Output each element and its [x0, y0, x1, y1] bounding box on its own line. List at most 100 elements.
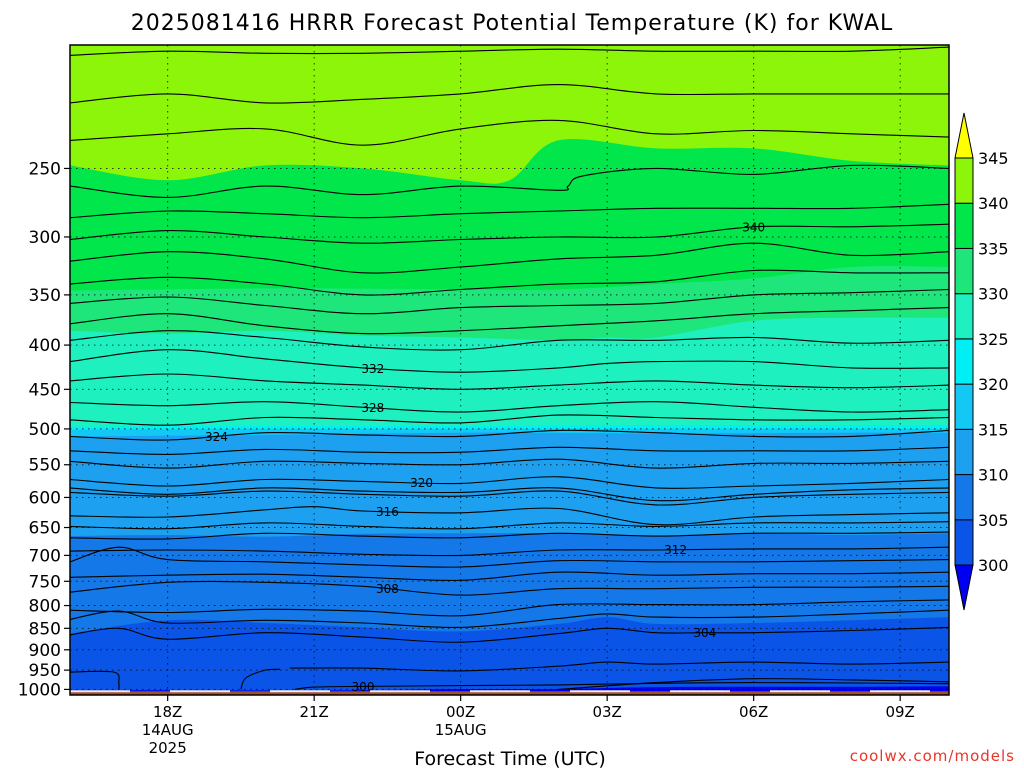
- contour-330-23: [70, 373, 949, 390]
- colorbar-seg-310: [954, 428, 974, 476]
- contour-label-304: 304: [693, 626, 716, 640]
- contour-307-7: [70, 599, 949, 617]
- ytick-label-700: 700: [29, 546, 61, 566]
- colorbar-seg-335: [954, 202, 974, 249]
- y-axis-ticks: 250 300 350 400 450 500 550 600 650 700 750 8008509…: [18, 159, 70, 700]
- ground-strip: [70, 690, 949, 695]
- contour-302-3: [558, 678, 949, 690]
- colorbar-seg-315: [954, 383, 974, 430]
- contour-306-6: [70, 609, 949, 629]
- xtick-label-17-0: 09Z: [885, 703, 914, 721]
- ytick-label-750: 750: [29, 572, 61, 592]
- xtick-label-2-0: 18Z: [153, 703, 182, 721]
- contour-346-33: [70, 119, 949, 146]
- xtick-label-2-1: 14AUG: [142, 721, 194, 739]
- xtick-label-2-2: 2025: [149, 739, 187, 757]
- xtick-label-8-1: 15AUG: [435, 721, 487, 739]
- colorbar-label-300: 300: [978, 556, 1009, 575]
- colorbar-seg-320: [954, 338, 974, 385]
- colorbar-label-310: 310: [978, 466, 1009, 485]
- credit-text: coolwx.com/models: [850, 747, 1015, 765]
- ytick-label-600: 600: [29, 488, 61, 508]
- contour-label-308: 308: [376, 582, 399, 596]
- contour-344-32: [70, 164, 949, 198]
- contour-302-2: [240, 668, 281, 690]
- contour-342-31: [70, 203, 949, 219]
- xtick-label-5-0: 21Z: [299, 703, 328, 721]
- contour-348-34: [70, 84, 949, 104]
- colorbar-seg-340: [954, 157, 974, 204]
- contour-333-25: [70, 330, 949, 351]
- contour-314-13: [70, 521, 949, 530]
- contour-label-300: 300: [352, 680, 375, 694]
- contour-label-328: 328: [361, 401, 384, 415]
- contour-label-332: 332: [361, 362, 384, 376]
- contour-324-20: [70, 429, 949, 441]
- contour-320-17: [70, 476, 949, 489]
- ytick-label-250: 250: [29, 159, 61, 179]
- contour-326-21: [70, 414, 949, 426]
- colorbar-label-345: 345: [978, 149, 1009, 168]
- contour-350-35: [70, 46, 949, 56]
- plot-frame: [69, 44, 950, 696]
- ytick-label-450: 450: [29, 380, 61, 400]
- contour-319-16: [70, 487, 949, 502]
- colorbar-label-335: 335: [978, 239, 1009, 258]
- ytick-label-1000: 1000: [18, 680, 61, 700]
- contour-318-15: [70, 490, 949, 506]
- x-axis-label: Forecast Time (UTC): [414, 748, 605, 768]
- contour-302-1: [70, 670, 120, 690]
- gridlines: [70, 45, 949, 695]
- colorbar-label-320: 320: [978, 375, 1009, 394]
- ytick-label-650: 650: [29, 519, 61, 539]
- contour-310-9: [70, 571, 949, 581]
- colorbar: 300 305 310 315 320 325 330 335 340 345: [954, 112, 1009, 611]
- contour-334-26: [70, 307, 949, 335]
- colorbar-label-315: 315: [978, 420, 1009, 439]
- contour-308-8: [70, 580, 949, 596]
- contour-332-24: [70, 349, 949, 373]
- contour-322-18: [70, 458, 949, 469]
- contour-label-340: 340: [742, 220, 765, 234]
- contour-328-22: [70, 401, 949, 413]
- contour-338-29: [70, 242, 949, 274]
- contour-312-11: [70, 546, 949, 557]
- contour-303-4: [289, 661, 949, 672]
- contour-label-320: 320: [410, 476, 433, 490]
- contour-label-324: 324: [205, 430, 228, 444]
- xtick-label-14-0: 06Z: [739, 703, 768, 721]
- contour-311-10: [70, 546, 949, 568]
- contour-335-27: [70, 288, 949, 315]
- contour-label-316: 316: [376, 505, 399, 519]
- xtick-label-8-0: 00Z: [446, 703, 475, 721]
- ground-surface: [70, 691, 949, 695]
- temperature-fill-bands: [70, 45, 949, 695]
- contour-340-30: [70, 223, 949, 244]
- isotherm-contours: 300 304 308 312 316 320 324 328 332 340: [70, 46, 949, 694]
- ytick-label-550: 550: [29, 456, 61, 476]
- colorbar-seg-330: [954, 247, 974, 295]
- colorbar-seg-300: [954, 519, 974, 566]
- colorbar-label-325: 325: [978, 330, 1009, 349]
- fill-band-340: [70, 45, 949, 184]
- contour-313-12: [70, 531, 949, 540]
- ytick-label-900: 900: [29, 641, 61, 661]
- colorbar-label-305: 305: [978, 511, 1009, 530]
- contour-316-14: [70, 506, 949, 526]
- ytick-label-850: 850: [29, 619, 61, 639]
- colorbar-min-arrow: [954, 564, 974, 611]
- ytick-label-300: 300: [29, 228, 61, 248]
- contour-336-28: [70, 269, 949, 296]
- ytick-label-500: 500: [29, 420, 61, 440]
- contour-323-19: [70, 446, 949, 455]
- ytick-label-800: 800: [29, 597, 61, 617]
- ytick-label-400: 400: [29, 336, 61, 356]
- xtick-label-11-0: 03Z: [592, 703, 621, 721]
- colorbar-seg-325: [954, 293, 974, 340]
- contour-label-312: 312: [664, 543, 687, 557]
- chart-title: 2025081416 HRRR Forecast Potential Tempe…: [131, 11, 894, 36]
- ytick-label-350: 350: [29, 286, 61, 306]
- colorbar-seg-305: [954, 474, 974, 521]
